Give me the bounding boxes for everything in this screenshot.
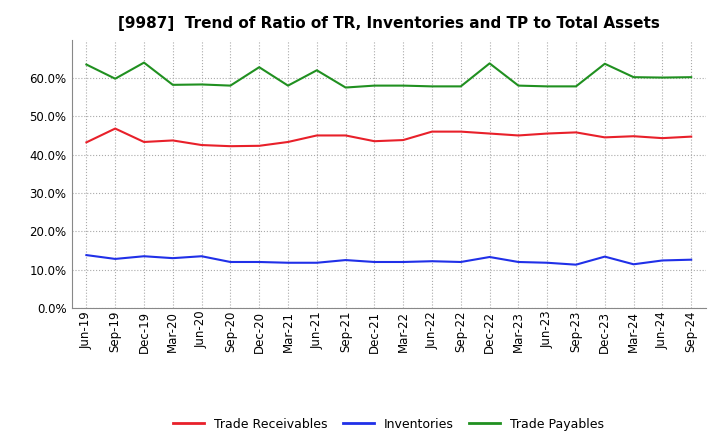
Trade Receivables xyxy=(658,136,667,141)
Trade Receivables xyxy=(197,143,206,148)
Trade Payables xyxy=(687,74,696,80)
Trade Payables xyxy=(485,61,494,66)
Trade Payables xyxy=(341,85,350,90)
Trade Receivables xyxy=(168,138,177,143)
Trade Payables xyxy=(284,83,292,88)
Trade Payables xyxy=(428,84,436,89)
Trade Payables xyxy=(226,83,235,88)
Trade Receivables xyxy=(600,135,609,140)
Trade Receivables xyxy=(543,131,552,136)
Inventories xyxy=(485,254,494,260)
Trade Receivables xyxy=(370,139,379,144)
Title: [9987]  Trend of Ratio of TR, Inventories and TP to Total Assets: [9987] Trend of Ratio of TR, Inventories… xyxy=(118,16,660,32)
Trade Payables xyxy=(140,60,148,65)
Trade Payables xyxy=(399,83,408,88)
Inventories xyxy=(255,259,264,264)
Trade Payables xyxy=(543,84,552,89)
Inventories xyxy=(428,259,436,264)
Inventories xyxy=(82,253,91,258)
Trade Payables xyxy=(658,75,667,80)
Trade Receivables xyxy=(111,126,120,131)
Trade Receivables xyxy=(226,143,235,149)
Trade Payables xyxy=(82,62,91,67)
Inventories xyxy=(572,262,580,268)
Trade Receivables xyxy=(514,133,523,138)
Trade Receivables xyxy=(312,133,321,138)
Inventories xyxy=(284,260,292,265)
Inventories xyxy=(341,257,350,263)
Inventories xyxy=(370,259,379,264)
Trade Receivables xyxy=(399,137,408,143)
Trade Receivables xyxy=(572,130,580,135)
Inventories xyxy=(687,257,696,262)
Trade Receivables xyxy=(428,129,436,134)
Trade Receivables xyxy=(456,129,465,134)
Trade Payables xyxy=(312,68,321,73)
Trade Payables xyxy=(255,65,264,70)
Inventories xyxy=(456,259,465,264)
Inventories xyxy=(197,253,206,259)
Trade Payables xyxy=(600,61,609,66)
Trade Payables xyxy=(168,82,177,88)
Inventories xyxy=(226,259,235,264)
Trade Payables xyxy=(629,74,638,80)
Trade Receivables xyxy=(629,134,638,139)
Inventories xyxy=(600,254,609,259)
Trade Payables xyxy=(111,76,120,81)
Inventories xyxy=(168,256,177,261)
Inventories xyxy=(140,253,148,259)
Trade Receivables xyxy=(687,134,696,139)
Inventories xyxy=(399,259,408,264)
Inventories xyxy=(312,260,321,265)
Trade Payables xyxy=(197,82,206,87)
Line: Inventories: Inventories xyxy=(86,255,691,265)
Trade Receivables xyxy=(284,139,292,145)
Trade Receivables xyxy=(82,140,91,145)
Inventories xyxy=(111,256,120,261)
Trade Receivables xyxy=(255,143,264,148)
Trade Payables xyxy=(370,83,379,88)
Inventories xyxy=(514,259,523,264)
Trade Receivables xyxy=(140,139,148,145)
Trade Receivables xyxy=(341,133,350,138)
Trade Receivables xyxy=(485,131,494,136)
Line: Trade Payables: Trade Payables xyxy=(86,62,691,88)
Trade Payables xyxy=(572,84,580,89)
Inventories xyxy=(658,258,667,263)
Line: Trade Receivables: Trade Receivables xyxy=(86,128,691,146)
Inventories xyxy=(629,262,638,267)
Inventories xyxy=(543,260,552,265)
Legend: Trade Receivables, Inventories, Trade Payables: Trade Receivables, Inventories, Trade Pa… xyxy=(174,418,604,431)
Trade Payables xyxy=(514,83,523,88)
Trade Payables xyxy=(456,84,465,89)
